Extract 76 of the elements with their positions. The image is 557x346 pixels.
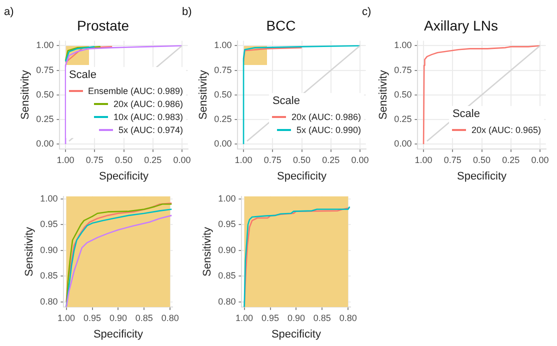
x-tick-label: 0.00 bbox=[173, 154, 191, 165]
x-tick-label: 0.25 bbox=[144, 154, 162, 165]
x-tick-label: 0.85 bbox=[135, 312, 153, 323]
y-axis-title: Sensitivity bbox=[202, 226, 214, 276]
legend-title: Scale bbox=[68, 69, 98, 81]
x-tick-label: 0.75 bbox=[86, 154, 104, 165]
x-tick-label: 1.00 bbox=[236, 312, 254, 323]
y-tick-label: 0.25 bbox=[214, 114, 232, 124]
y-tick-label: 1.00 bbox=[40, 193, 58, 204]
x-tick-label: 0.80 bbox=[339, 312, 357, 323]
y-axis-title: Sensitivity bbox=[198, 70, 210, 120]
y-tick-label: 0.00 bbox=[394, 138, 412, 149]
y-tick-label: 0.50 bbox=[36, 89, 54, 100]
x-axis-title: Specificity bbox=[93, 328, 144, 340]
y-tick-label: 0.80 bbox=[218, 296, 236, 306]
y-tick-label: 0.00 bbox=[36, 138, 54, 149]
x-tick-label: 0.95 bbox=[83, 312, 102, 323]
y-tick-label: 0.00 bbox=[214, 138, 232, 149]
chart-title: BCC bbox=[266, 17, 296, 34]
text: c) bbox=[362, 6, 372, 18]
y-tick-label: 0.85 bbox=[40, 270, 58, 281]
x-tick-label: 1.00 bbox=[414, 154, 432, 165]
chart-title: Axillary LNs bbox=[424, 17, 498, 34]
x-tick-label: 0.50 bbox=[292, 154, 311, 165]
x-axis-title: Specificity bbox=[271, 328, 322, 340]
y-tick-label: 0.95 bbox=[218, 219, 236, 230]
text: a) bbox=[4, 6, 14, 18]
x-tick-label: 0.00 bbox=[351, 154, 369, 165]
y-tick-label: 0.85 bbox=[218, 270, 236, 281]
x-tick-label: 0.25 bbox=[502, 154, 520, 165]
x-tick-label: 0.80 bbox=[161, 312, 179, 323]
y-tick-label: 0.75 bbox=[214, 64, 232, 75]
x-tick-label: 1.00 bbox=[58, 312, 76, 323]
x-tick-label: 0.75 bbox=[264, 154, 282, 165]
x-tick-label: 1.00 bbox=[234, 154, 252, 165]
y-tick-label: 1.00 bbox=[218, 193, 236, 204]
legend-title: Scale bbox=[452, 108, 481, 120]
legend-label: 5x (AUC: 0.974) bbox=[118, 124, 183, 134]
legend-title: Scale bbox=[272, 95, 301, 107]
y-tick-label: 0.80 bbox=[40, 296, 58, 306]
y-tick-label: 1.00 bbox=[36, 40, 54, 50]
x-tick-label: 0.90 bbox=[287, 312, 305, 323]
y-tick-label: 1.00 bbox=[214, 40, 232, 50]
y-tick-label: 0.90 bbox=[218, 244, 236, 255]
y-tick-label: 0.50 bbox=[394, 89, 412, 100]
x-tick-label: 0.50 bbox=[114, 154, 133, 165]
y-tick-label: 0.50 bbox=[214, 89, 232, 100]
y-axis-title: Sensitivity bbox=[20, 70, 32, 120]
y-tick-label: 0.95 bbox=[40, 219, 58, 230]
legend-label: 10x (AUC: 0.983) bbox=[113, 112, 183, 122]
y-tick-label: 0.75 bbox=[394, 64, 412, 75]
legend-label: 20x (AUC: 0.965) bbox=[471, 124, 541, 134]
y-tick-label: 0.25 bbox=[36, 114, 54, 124]
x-tick-label: 0.00 bbox=[531, 154, 549, 165]
y-axis-title: Sensitivity bbox=[378, 70, 390, 120]
x-axis-title: Specificity bbox=[98, 170, 150, 182]
legend-label: 20x (AUC: 0.986) bbox=[291, 112, 361, 122]
x-tick-label: 0.90 bbox=[109, 312, 127, 323]
y-axis-title: Sensitivity bbox=[24, 226, 36, 276]
legend-label: 20x (AUC: 0.986) bbox=[113, 98, 183, 108]
x-tick-label: 0.85 bbox=[313, 312, 331, 323]
y-tick-label: 0.75 bbox=[36, 64, 54, 75]
x-axis-title: Specificity bbox=[456, 170, 508, 182]
y-tick-label: 0.90 bbox=[40, 244, 58, 255]
x-tick-label: 1.00 bbox=[56, 154, 74, 165]
x-tick-label: 0.50 bbox=[472, 154, 491, 165]
x-tick-label: 0.95 bbox=[261, 312, 280, 323]
x-tick-label: 0.75 bbox=[444, 154, 462, 165]
x-tick-label: 0.25 bbox=[322, 154, 340, 165]
x-axis-title: Specificity bbox=[276, 170, 328, 182]
y-tick-label: 1.00 bbox=[394, 40, 412, 50]
legend-label: Ensemble (AUC: 0.989) bbox=[88, 86, 183, 96]
y-tick-label: 0.25 bbox=[394, 114, 412, 124]
chart-title: Prostate bbox=[76, 17, 130, 34]
text: b) bbox=[182, 6, 192, 18]
legend-label: 5x (AUC: 0.990) bbox=[296, 124, 361, 134]
